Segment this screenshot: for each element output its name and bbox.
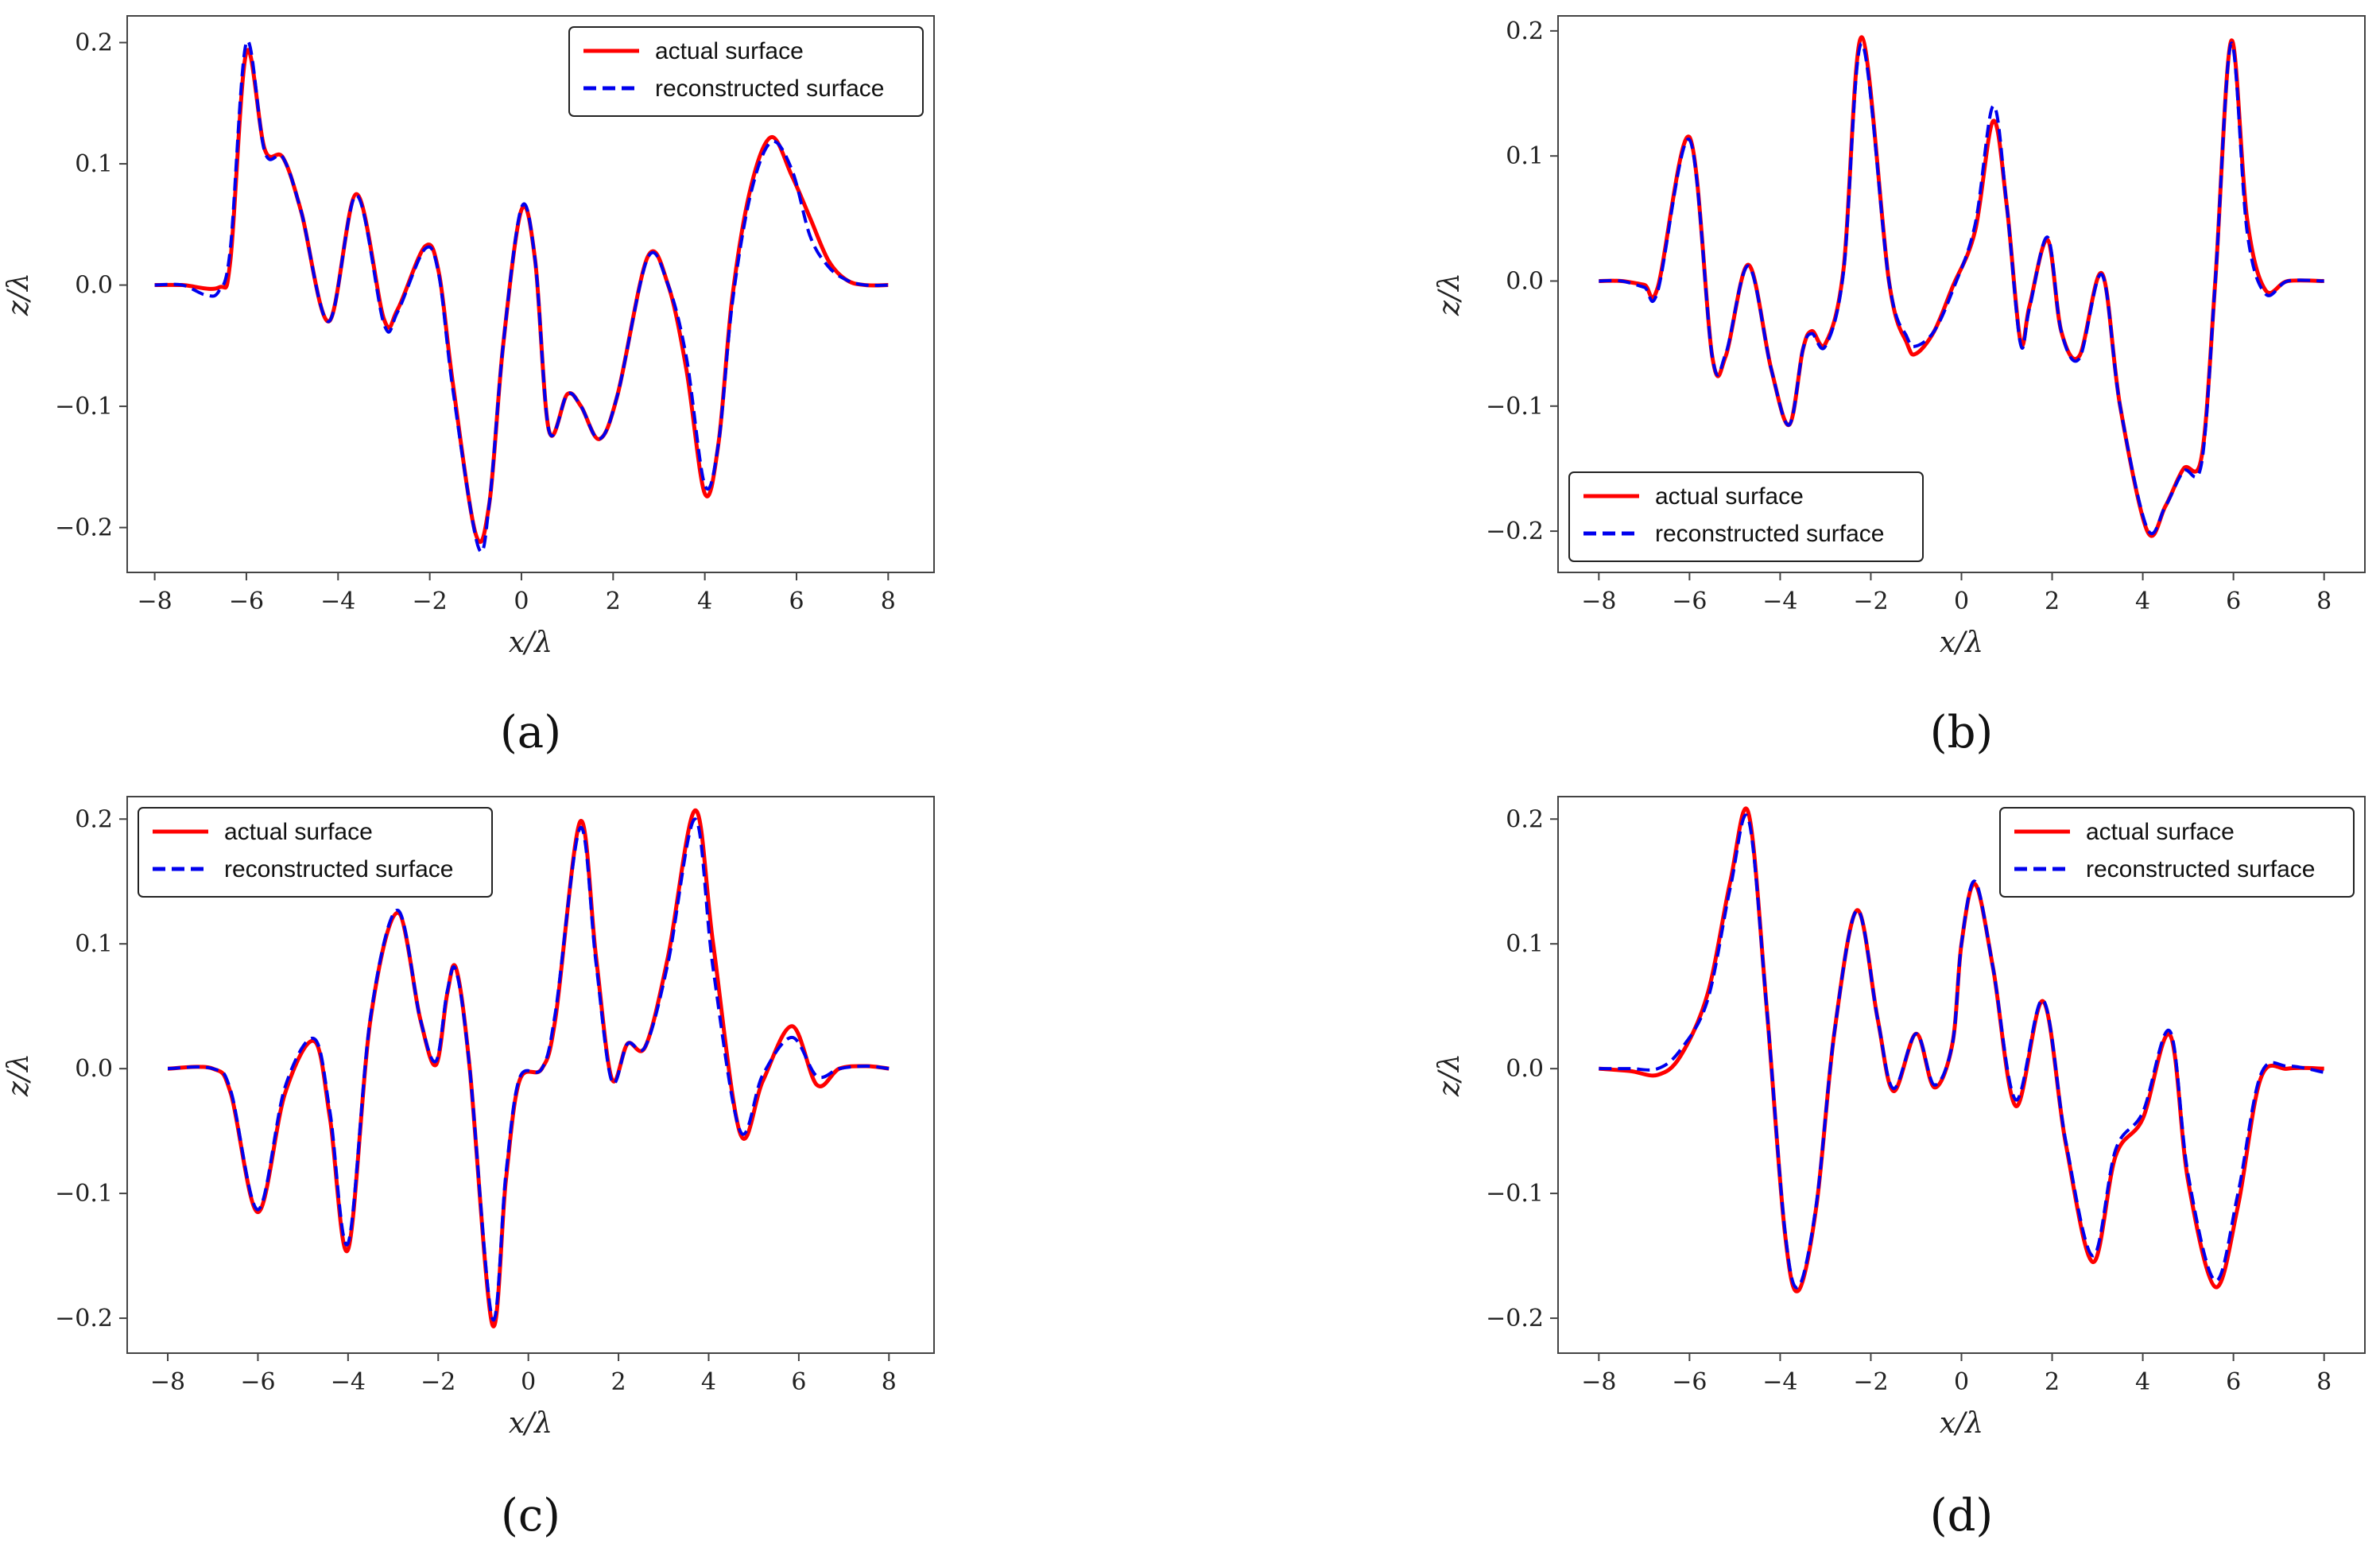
- x-tick-label: 0: [521, 1368, 536, 1396]
- x-tick-label: −2: [1853, 1368, 1888, 1396]
- legend-box: [1568, 471, 1924, 562]
- legend-box: [138, 807, 493, 898]
- legend-label-reconstructed: reconstructed surface: [655, 76, 884, 102]
- y-tick-label: −0.1: [1486, 393, 1544, 421]
- x-tick-label: 4: [697, 588, 712, 615]
- y-tick-label: 0.0: [1506, 267, 1544, 295]
- x-tick-label: 6: [789, 588, 804, 615]
- x-axis-label: x/λ: [1940, 1407, 1983, 1440]
- x-tick-label: −2: [421, 1368, 455, 1396]
- y-tick-label: −0.1: [55, 1180, 113, 1208]
- panel-a: −8 −6 −4 −2 0 2 4 6 8 −0.2 −0.1 0.0 0.1 0.2 x/λ z/λ actu…: [2, 15, 935, 758]
- legend-label-reconstructed: reconstructed surface: [224, 856, 453, 882]
- y-tick-label: 0.2: [1506, 805, 1544, 833]
- x-tick-label: −6: [1672, 588, 1707, 615]
- x-tick-label: 0: [514, 588, 529, 615]
- x-axis-label: x/λ: [1940, 626, 1983, 659]
- y-tick-label: −0.1: [1486, 1180, 1544, 1208]
- x-tick-label: 2: [2045, 588, 2060, 615]
- y-tick-label: 0.1: [75, 930, 113, 958]
- panel-b: −8 −6 −4 −2 0 2 4 6 8 −0.2 −0.1 0.0 0.1 0.2 x/λ z/λ actu…: [1433, 15, 2366, 758]
- y-tick-label: −0.1: [55, 393, 113, 421]
- x-tick-label: 6: [2226, 588, 2241, 615]
- legend-label-reconstructed: reconstructed surface: [2086, 856, 2315, 882]
- x-tick-label: −2: [413, 588, 448, 615]
- y-tick-label: −0.2: [55, 514, 113, 542]
- reconstructed-surface-line: [1599, 41, 2324, 536]
- x-tick-label: 6: [791, 1368, 806, 1396]
- plot-frame: [126, 15, 935, 573]
- x-tick-label: −8: [137, 588, 172, 615]
- y-tick-label: 0.0: [75, 272, 113, 300]
- y-axis-label: z/λ: [2, 1053, 35, 1097]
- x-tick-label: −8: [150, 1368, 185, 1396]
- panel-label: (a): [500, 707, 561, 758]
- x-tick-label: 4: [701, 1368, 716, 1396]
- legend-label-reconstructed: reconstructed surface: [1655, 521, 1884, 547]
- x-axis-label: x/λ: [509, 1407, 552, 1440]
- legend-label-actual: actual surface: [1655, 483, 1804, 510]
- panel-label: (b): [1930, 707, 1994, 758]
- y-tick-label: 0.0: [1506, 1055, 1544, 1083]
- x-tick-label: −8: [1581, 588, 1616, 615]
- x-tick-label: 8: [2316, 588, 2332, 615]
- y-axis-label: z/λ: [2, 273, 35, 316]
- x-tick-label: 2: [606, 588, 621, 615]
- y-tick-label: −0.2: [55, 1305, 113, 1332]
- legend: actual surface reconstructed surface: [138, 807, 493, 898]
- x-tick-label: 6: [2226, 1368, 2241, 1396]
- y-tick-label: 0.2: [75, 29, 113, 57]
- legend-box: [1999, 807, 2355, 898]
- actual-surface-line: [1599, 35, 2324, 538]
- x-tick-label: −4: [1762, 588, 1797, 615]
- plot-frame: [126, 796, 935, 1354]
- x-tick-label: 0: [1954, 1368, 1969, 1396]
- legend-label-actual: actual surface: [655, 38, 804, 64]
- y-tick-label: 0.1: [75, 150, 113, 178]
- x-tick-label: 8: [881, 588, 896, 615]
- y-tick-label: 0.1: [1506, 930, 1544, 958]
- x-tick-label: −6: [240, 1368, 275, 1396]
- y-tick-label: −0.2: [1486, 1305, 1544, 1332]
- x-tick-label: −6: [1672, 1368, 1707, 1396]
- x-tick-label: 0: [1954, 588, 1969, 615]
- legend-label-actual: actual surface: [224, 819, 373, 845]
- legend: actual surface reconstructed surface: [568, 26, 924, 117]
- x-tick-label: −4: [331, 1368, 366, 1396]
- x-tick-label: −6: [229, 588, 264, 615]
- y-tick-label: 0.1: [1506, 142, 1544, 170]
- x-tick-label: 2: [2045, 1368, 2060, 1396]
- x-tick-label: 8: [2316, 1368, 2332, 1396]
- y-tick-label: 0.0: [75, 1055, 113, 1083]
- x-tick-label: 2: [611, 1368, 626, 1396]
- panel-d: −8 −6 −4 −2 0 2 4 6 8 −0.2 −0.1 0.0 0.1 0.2 x/λ z/λ actu…: [1433, 796, 2366, 1542]
- x-tick-label: 4: [2135, 588, 2150, 615]
- legend-box: [568, 26, 924, 117]
- y-axis-label: z/λ: [1433, 1053, 1466, 1097]
- x-tick-label: −4: [320, 588, 355, 615]
- y-tick-label: 0.2: [75, 805, 113, 833]
- y-tick-label: −0.2: [1486, 518, 1544, 545]
- y-tick-label: 0.2: [1506, 17, 1544, 45]
- panel-label: (d): [1930, 1490, 1994, 1542]
- legend: actual surface reconstructed surface: [1568, 471, 1924, 562]
- x-tick-label: −2: [1853, 588, 1888, 615]
- reconstructed-surface-line: [1599, 813, 2325, 1290]
- x-tick-label: −4: [1762, 1368, 1797, 1396]
- x-tick-label: 4: [2135, 1368, 2150, 1396]
- x-axis-label: x/λ: [509, 626, 552, 659]
- actual-surface-line: [154, 48, 889, 545]
- y-axis-label: z/λ: [1433, 273, 1466, 316]
- legend: actual surface reconstructed surface: [1999, 807, 2355, 898]
- panel-label: (c): [501, 1490, 560, 1542]
- panel-c: −8 −6 −4 −2 0 2 4 6 8 −0.2 −0.1 0.0 0.1 0.2 x/λ z/λ actu…: [2, 796, 935, 1542]
- legend-label-actual: actual surface: [2086, 819, 2235, 845]
- reconstructed-surface-line: [154, 39, 889, 554]
- x-tick-label: 8: [882, 1368, 897, 1396]
- x-tick-label: −8: [1581, 1368, 1616, 1396]
- reconstructed-surface-line: [167, 817, 890, 1322]
